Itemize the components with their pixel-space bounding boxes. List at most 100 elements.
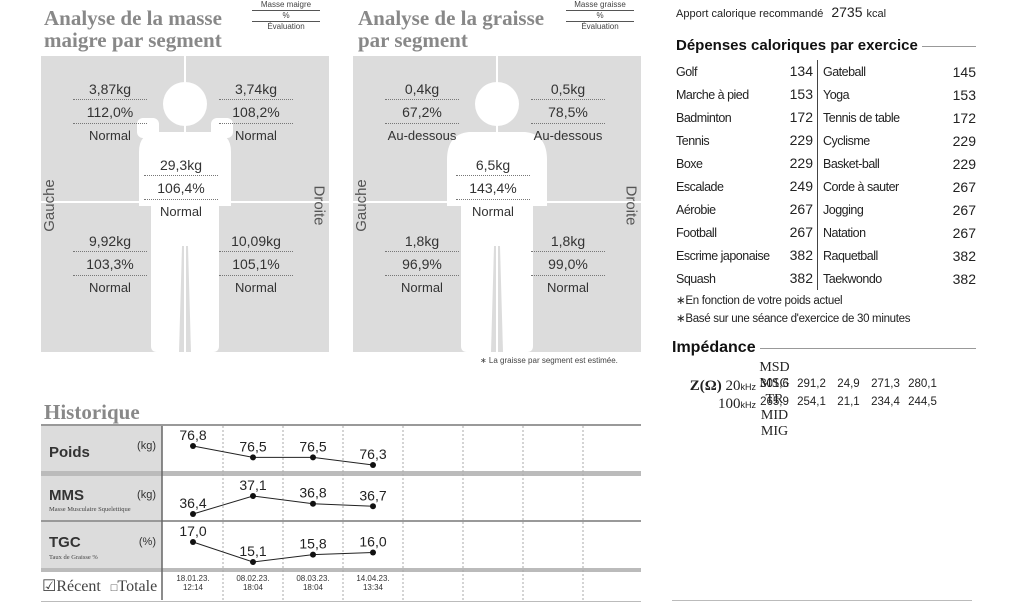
history-series-line xyxy=(192,495,374,515)
impedance-value: 244,5 xyxy=(908,396,937,408)
segment-percent: 112,0% xyxy=(73,100,147,124)
exercise-kcal: 382 xyxy=(788,244,818,267)
exercise-note: ∗Basé sur une séance d'exercice de 30 mi… xyxy=(676,313,911,325)
impedance-value: 21,1 xyxy=(837,396,860,408)
calories-unit: kcal xyxy=(866,8,887,20)
segment-evaluation: Normal xyxy=(547,280,589,295)
impedance-values: 301,6 291,2 24,9 271,3 280,1 xyxy=(756,378,941,390)
lean-right-leg: 10,09kg 105,1% Normal xyxy=(211,230,301,300)
segment-evaluation: Normal xyxy=(472,204,514,219)
exercise-name: Natation xyxy=(823,225,866,240)
exercise-kcal: 249 xyxy=(788,175,818,198)
exercise-row: Escalade 249 Corde à sauter 267 xyxy=(676,175,976,198)
segment-value: 0,4kg xyxy=(385,78,459,100)
legend-bottom: Évaluation xyxy=(581,22,619,31)
segment-percent: 96,9% xyxy=(385,252,459,276)
lean-segment-panel: Gauche Droite 3,87kg 112,0% Normal 3,74k… xyxy=(41,56,329,352)
lean-title: Analyse de la masse maigre par segment xyxy=(44,7,222,51)
exercise-kcal: 172 xyxy=(952,109,976,126)
history-point xyxy=(190,443,196,449)
exercise-kcal: 145 xyxy=(952,63,976,80)
exercise-name: Tennis xyxy=(676,133,710,148)
segment-percent: 143,4% xyxy=(456,176,530,200)
impedance-header: MIG xyxy=(760,424,789,439)
history-row-name: TGC xyxy=(49,534,81,551)
segment-value: 10,09kg xyxy=(219,230,293,252)
impedance-header: MID xyxy=(760,408,789,423)
impedance-headers: MSDMSGTRMIDMIG xyxy=(756,360,793,440)
exercise-kcal: 382 xyxy=(788,267,818,290)
fat-segment-panel: Gauche Droite 0,4kg 67,2% Au-dessous 0,5… xyxy=(353,56,641,352)
history-value-label: 76,5 xyxy=(299,438,326,454)
history-label-tgc: TGC (%) Taux de Graisse % xyxy=(41,522,162,568)
exercise-row: Football 267 Natation 267 xyxy=(676,221,976,244)
exercise-kcal: 229 xyxy=(788,129,818,152)
history-row-unit: (kg) xyxy=(137,440,156,452)
history-series-line xyxy=(192,445,374,466)
lean-title-line2: maigre par segment xyxy=(44,28,222,52)
history-date-time: 18:04 xyxy=(302,583,324,592)
history-filter: ☑Récent □Totale xyxy=(42,576,157,596)
history-date-time: 12:14 xyxy=(182,583,204,592)
exercise-row: Aérobie 267 Jogging 267 xyxy=(676,198,976,221)
impedance-header: MSG xyxy=(759,376,790,391)
history-date-time: 18:04 xyxy=(242,583,264,592)
segment-percent: 78,5% xyxy=(531,100,605,124)
exercise-kcal: 229 xyxy=(952,132,976,149)
exercise-row: Squash 382 Taekwondo 382 xyxy=(676,267,976,290)
history-point xyxy=(370,549,376,556)
legend-mid: % xyxy=(252,11,320,22)
impedance-row-100: 100kHz 265,9 254,1 21,1 234,4 244,5 xyxy=(676,396,976,412)
exercise-name: Gateball xyxy=(823,64,866,79)
history-point xyxy=(250,493,256,499)
history-point xyxy=(250,559,256,565)
fat-right-arm: 0,5kg 78,5% Au-dessous xyxy=(523,78,613,148)
segment-value: 0,5kg xyxy=(531,78,605,100)
history-point xyxy=(190,539,196,545)
segment-evaluation: Normal xyxy=(235,280,277,295)
exercise-row: Badminton 172 Tennis de table 172 xyxy=(676,106,976,129)
history-date-day: 08.03.23. xyxy=(296,574,330,583)
impedance-value: 271,3 xyxy=(871,378,900,390)
exercise-kcal: 382 xyxy=(952,247,976,264)
history-value-label: 36,7 xyxy=(359,487,386,503)
history-value-label: 37,1 xyxy=(239,477,266,493)
history-label-poids: Poids (kg) xyxy=(41,426,162,471)
freq-label: 20 xyxy=(725,378,741,394)
exercise-title: Dépenses caloriques par exercice xyxy=(676,37,922,54)
left-side-label: Gauche xyxy=(40,179,58,232)
segment-percent: 103,3% xyxy=(73,252,147,276)
exercise-name: Marche à pied xyxy=(676,87,749,102)
history-value-label: 15,8 xyxy=(299,536,326,552)
history-date: 18.01.23. 12:14 xyxy=(165,574,221,592)
segment-evaluation: Normal xyxy=(401,280,443,295)
history-chart: Poids (kg) MMS (kg) Masse Musculaire Squ… xyxy=(41,424,641,602)
fat-legend: Masse graisse % Évaluation xyxy=(566,0,634,32)
z-label: Z(Ω) xyxy=(689,378,722,394)
history-point xyxy=(310,454,316,461)
history-point xyxy=(370,462,376,468)
history-point xyxy=(310,500,316,507)
history-row-unit: (kg) xyxy=(137,489,156,501)
history-value-label: 76,8 xyxy=(179,427,206,443)
exercise-kcal: 267 xyxy=(952,224,976,241)
history-point xyxy=(250,454,256,461)
history-label-mms: MMS (kg) Masse Musculaire Squelettique xyxy=(41,476,162,520)
exercise-name: Escrime japonaise xyxy=(676,248,770,263)
segment-evaluation: Au-dessous xyxy=(387,128,457,143)
history-date-time: 13:34 xyxy=(362,583,384,592)
exercise-name: Football xyxy=(676,225,717,240)
calories-label: Apport calorique recommandé xyxy=(676,8,824,20)
impedance-value: 265,9 xyxy=(760,396,789,408)
lean-trunk: 29,3kg 106,4% Normal xyxy=(136,154,226,224)
segment-value: 3,74kg xyxy=(219,78,293,100)
lean-right-arm: 3,74kg 108,2% Normal xyxy=(211,78,301,148)
recent-label: Récent xyxy=(56,578,101,595)
history-date: 08.02.23. 18:04 xyxy=(225,574,281,592)
total-checkbox[interactable]: □ xyxy=(110,582,118,594)
recent-checkbox[interactable]: ☑ xyxy=(42,578,57,595)
right-side-label: Droite xyxy=(310,185,328,226)
calories-value: 2735 xyxy=(831,4,863,20)
fat-title-line2: par segment xyxy=(358,28,468,52)
fat-right-leg: 1,8kg 99,0% Normal xyxy=(523,230,613,300)
